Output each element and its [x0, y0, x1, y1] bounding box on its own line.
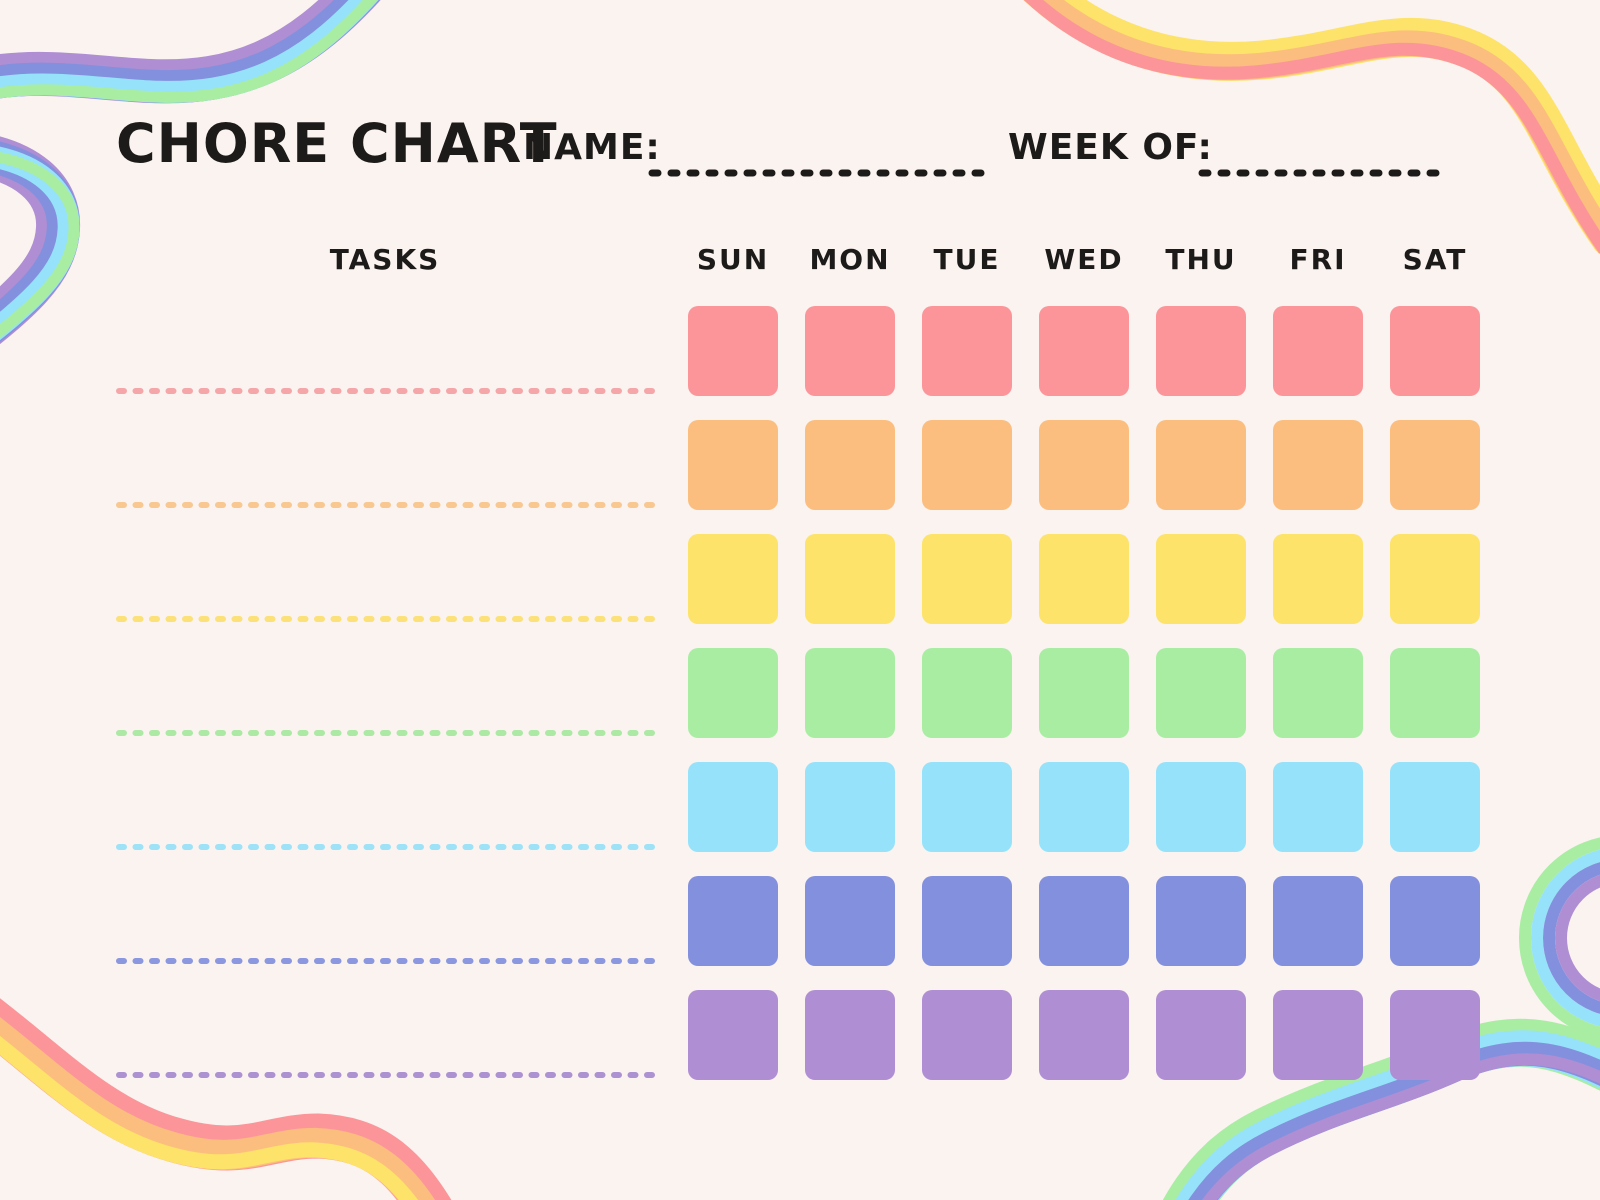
chore-cell-row5-sat[interactable] [1390, 762, 1480, 852]
chore-cell-row2-sat[interactable] [1390, 420, 1480, 510]
day-header-fri: FRI [1289, 243, 1347, 276]
chore-cell-row4-thu[interactable] [1156, 648, 1246, 738]
ribbon-band [1201, 1053, 1600, 1200]
rainbow-ribbon-top-left [0, 0, 381, 345]
chore-cell-row6-mon[interactable] [805, 876, 895, 966]
chore-cell-row5-sun[interactable] [688, 762, 778, 852]
chore-cell-row7-sat[interactable] [1390, 990, 1480, 1080]
day-header-sat: SAT [1402, 243, 1468, 276]
chore-cell-row1-thu[interactable] [1156, 306, 1246, 396]
day-header-wed: WED [1044, 243, 1124, 276]
ribbon-band [1024, 0, 1600, 255]
chore-cell-row4-tue[interactable] [922, 648, 1012, 738]
chore-cell-row1-wed[interactable] [1039, 306, 1129, 396]
chore-cell-row7-mon[interactable] [805, 990, 895, 1080]
chore-cell-row5-mon[interactable] [805, 762, 895, 852]
chore-cell-row7-thu[interactable] [1156, 990, 1246, 1080]
week-of-label: WEEK OF: [1008, 127, 1213, 168]
chore-cell-row2-tue[interactable] [922, 420, 1012, 510]
ribbon-band [0, 1035, 418, 1200]
name-label: NAME: [523, 127, 661, 168]
chore-cell-row5-thu[interactable] [1156, 762, 1246, 852]
rainbow-ribbon-bottom-left [0, 998, 452, 1200]
task-lines [116, 388, 659, 1078]
chore-cell-row7-tue[interactable] [922, 990, 1012, 1080]
chore-cell-row6-fri[interactable] [1273, 876, 1363, 966]
chore-cell-row3-thu[interactable] [1156, 534, 1246, 624]
chore-cell-row5-wed[interactable] [1039, 762, 1129, 852]
chore-cell-row2-sun[interactable] [688, 420, 778, 510]
chore-cell-row6-thu[interactable] [1156, 876, 1246, 966]
chore-cell-row3-wed[interactable] [1039, 534, 1129, 624]
chore-cell-row3-mon[interactable] [805, 534, 895, 624]
ribbon-band [0, 0, 378, 103]
ribbon-band [1519, 837, 1600, 1039]
chore-cell-row1-sun[interactable] [688, 306, 778, 396]
chore-cell-row5-fri[interactable] [1273, 762, 1363, 852]
day-header-thu: THU [1165, 243, 1237, 276]
chore-cell-row6-tue[interactable] [922, 876, 1012, 966]
chore-cell-row6-sun[interactable] [688, 876, 778, 966]
rainbow-ribbon-top-right [1023, 0, 1600, 255]
chore-cell-row4-mon[interactable] [805, 648, 895, 738]
chore-cell-row2-wed[interactable] [1039, 420, 1129, 510]
day-header-tue: TUE [933, 243, 1001, 276]
chore-cell-row3-sat[interactable] [1390, 534, 1480, 624]
day-header-sun: SUN [696, 243, 770, 276]
chore-cell-row3-sun[interactable] [688, 534, 778, 624]
chore-cell-row2-fri[interactable] [1273, 420, 1363, 510]
tasks-column-header: TASKS [329, 243, 441, 276]
page-title: CHORE CHART [116, 112, 558, 175]
chore-cell-row7-fri[interactable] [1273, 990, 1363, 1080]
chore-cell-row1-mon[interactable] [805, 306, 895, 396]
chore-cell-row2-thu[interactable] [1156, 420, 1246, 510]
day-header-mon: MON [809, 243, 891, 276]
ribbon-band [1555, 874, 1600, 1002]
chore-cell-row4-wed[interactable] [1039, 648, 1129, 738]
chore-cell-row6-wed[interactable] [1039, 876, 1129, 966]
chore-cell-row1-fri[interactable] [1273, 306, 1363, 396]
chore-cell-row3-fri[interactable] [1273, 534, 1363, 624]
chore-cell-row4-fri[interactable] [1273, 648, 1363, 738]
chore-cell-row1-tue[interactable] [922, 306, 1012, 396]
chore-cell-row4-sun[interactable] [688, 648, 778, 738]
chore-cell-row2-mon[interactable] [805, 420, 895, 510]
rainbow-ribbon-bottom-right [1162, 837, 1600, 1200]
chore-cell-row7-wed[interactable] [1039, 990, 1129, 1080]
ribbon-band [0, 152, 80, 339]
chore-cell-row3-tue[interactable] [922, 534, 1012, 624]
chore-cell-row7-sun[interactable] [688, 990, 778, 1080]
chore-cell-row4-sat[interactable] [1390, 648, 1480, 738]
ribbon-band [1531, 849, 1600, 1027]
ribbon-band [1543, 862, 1600, 1014]
chore-cell-row1-sat[interactable] [1390, 306, 1480, 396]
chore-cell-row6-sat[interactable] [1390, 876, 1480, 966]
chore-cell-row5-tue[interactable] [922, 762, 1012, 852]
